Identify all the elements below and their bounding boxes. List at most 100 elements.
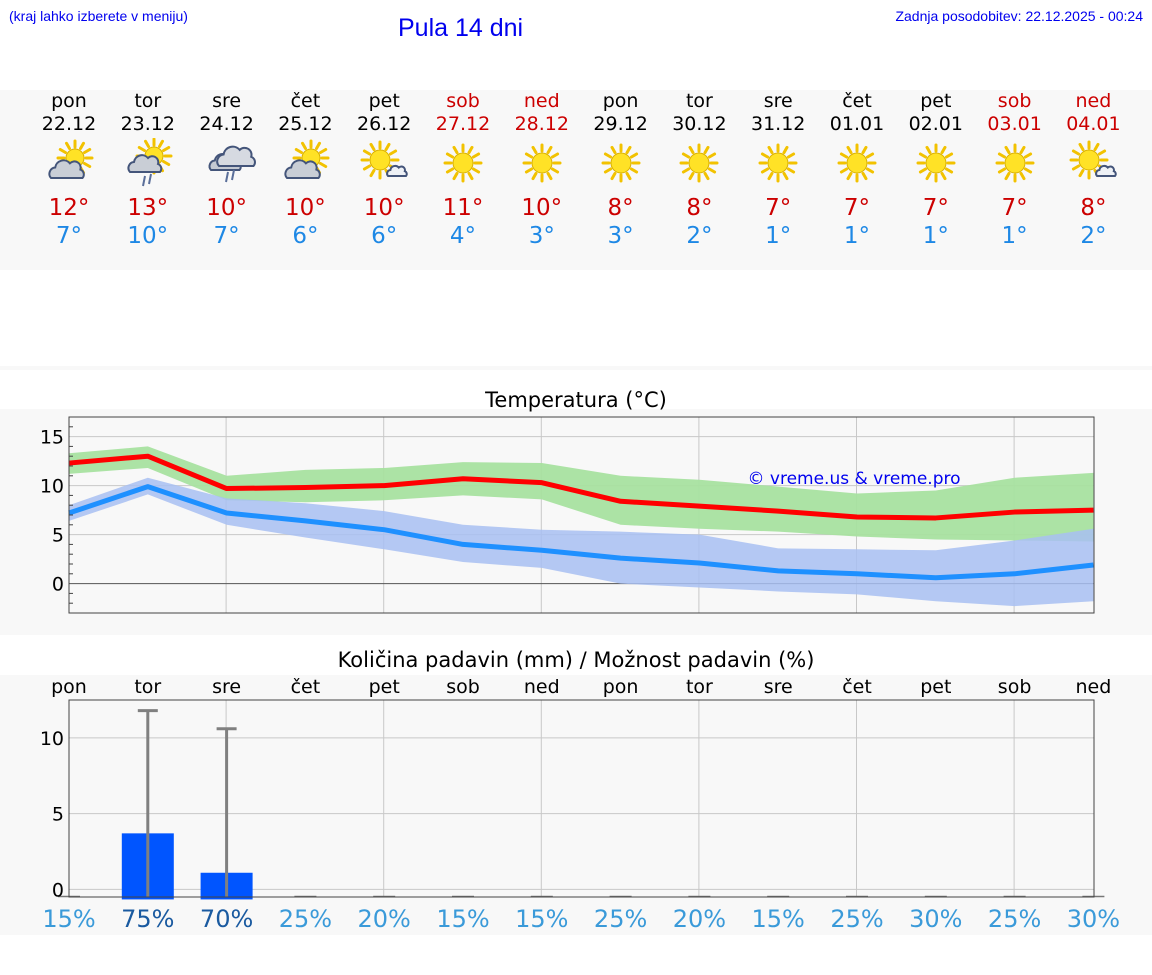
- day-label: ned: [524, 676, 560, 698]
- day-label: sob: [446, 676, 480, 698]
- weather-icon: [916, 143, 956, 183]
- temp-min: 1°: [1001, 223, 1028, 249]
- day-name: sre: [212, 90, 242, 112]
- cloud-icon: [1095, 164, 1118, 177]
- day-name: čet: [290, 90, 321, 112]
- sun-icon: [679, 143, 719, 183]
- day-name: sre: [763, 90, 793, 112]
- y-tick-label: 5: [52, 804, 64, 826]
- weather-icon: [601, 143, 641, 183]
- temp-max: 7°: [922, 195, 949, 221]
- temp-max: 7°: [1001, 195, 1028, 221]
- weather-icon: [995, 143, 1035, 183]
- precip-probability: 15%: [436, 905, 489, 933]
- temp-min: 1°: [922, 223, 949, 249]
- day-date: 30.12: [672, 113, 727, 135]
- temp-max: 8°: [607, 195, 634, 221]
- day-name: pet: [368, 90, 400, 112]
- day-date: 23.12: [120, 113, 175, 135]
- day-label: čet: [291, 676, 321, 698]
- day-name: pet: [920, 90, 952, 112]
- temp-min: 7°: [55, 223, 83, 249]
- temp-min: 2°: [686, 223, 713, 249]
- weather-icon: [679, 143, 719, 183]
- day-label: pet: [920, 676, 951, 698]
- day-name: tor: [685, 90, 713, 112]
- day-label: sre: [212, 676, 241, 698]
- day-name: tor: [134, 90, 162, 112]
- temp-min: 1°: [843, 223, 871, 249]
- temp-max: 7°: [843, 195, 871, 221]
- precipitation-chart: pon tor sre čet pet sob ned pon tor sre čet pet sob n…: [40, 676, 1120, 933]
- day-column: čet 01.01 7° 1°: [817, 90, 897, 250]
- y-tick-label: 15: [40, 427, 64, 449]
- temp-max: 12°: [48, 195, 90, 221]
- day-label: čet: [842, 676, 872, 698]
- rain-icon: [141, 173, 152, 187]
- day-column: pon 22.12 12° 7°: [29, 90, 109, 250]
- temp-max: 10°: [363, 195, 405, 221]
- sun-icon: [916, 143, 956, 183]
- precip-chart-title: Količina padavin (mm) / Možnost padavin …: [337, 648, 815, 672]
- weather-icon: [443, 143, 483, 183]
- day-column: pon 29.12 8° 3°: [581, 90, 661, 250]
- temp-min: 3°: [607, 223, 634, 249]
- cloud-icon: [284, 159, 322, 179]
- temp-max: 13°: [127, 195, 169, 221]
- temp-max: 8°: [1080, 195, 1107, 221]
- day-label: tor: [686, 676, 713, 698]
- temp-min: 2°: [1080, 223, 1107, 249]
- day-column: pet 26.12 10° 6°: [344, 90, 424, 250]
- forecast-band: [0, 90, 1152, 270]
- day-column: čet 25.12 10° 6°: [265, 90, 345, 250]
- day-column: tor 23.12 13° 10°: [108, 90, 188, 250]
- last-updated: Zadnja posodobitev: 22.12.2025 - 00:24: [895, 8, 1143, 24]
- forecast-strip: pon 22.12 12° 7° tor 23.12 13° 10° sre 24.12 10° 7°…: [0, 90, 1152, 270]
- page-title: Pula 14 dni: [398, 14, 524, 42]
- temp-max: 8°: [686, 195, 713, 221]
- y-tick-label: 5: [52, 525, 64, 547]
- weather-icon: [127, 138, 173, 187]
- day-date: 28.12: [514, 113, 569, 135]
- day-date: 04.01: [1066, 113, 1121, 135]
- sun-icon: [522, 143, 562, 183]
- temp-min: 3°: [528, 223, 555, 249]
- rain-icon: [224, 169, 235, 183]
- sun-icon: [758, 143, 798, 183]
- weather-icon: [758, 143, 798, 183]
- temp-max: 7°: [765, 195, 792, 221]
- plot-frame: [68, 699, 1095, 898]
- precip-probability: 25%: [988, 905, 1041, 933]
- weather-icon: [522, 143, 562, 183]
- y-tick-label: 10: [40, 476, 64, 498]
- day-column: sre 31.12 7° 1°: [738, 90, 818, 250]
- cloud-icon: [215, 145, 256, 167]
- cloud-icon: [127, 154, 163, 173]
- temperature-chart-title: Temperatura (°C): [485, 388, 667, 412]
- temp-max: 11°: [442, 195, 484, 221]
- weather-icon: [208, 145, 256, 183]
- day-name: ned: [1075, 90, 1112, 112]
- day-date: 02.01: [908, 113, 963, 135]
- max-temp-line: [68, 453, 1094, 521]
- y-tick-label: 0: [52, 574, 64, 596]
- day-column: tor 30.12 8° 2°: [659, 90, 739, 250]
- day-date: 25.12: [278, 113, 333, 135]
- precip-probability: 30%: [909, 905, 962, 933]
- weather-icon: [1069, 140, 1118, 180]
- precip-probability: 25%: [594, 905, 647, 933]
- temp-max: 10°: [206, 195, 247, 221]
- temp-max: 10°: [521, 195, 563, 221]
- day-column: sre 24.12 10° 7°: [187, 90, 267, 250]
- temperature-chart: 0 5 10 15 © vreme.us & vreme.pro: [40, 416, 1095, 614]
- day-name: sob: [446, 90, 480, 112]
- day-label: pon: [51, 676, 87, 698]
- precip-probability: 25%: [830, 905, 883, 933]
- day-date: 27.12: [435, 113, 491, 135]
- watermark: © vreme.us & vreme.pro: [747, 469, 960, 489]
- precip-probability: 75%: [121, 905, 174, 933]
- day-date: 26.12: [356, 113, 412, 135]
- temp-max: 10°: [285, 195, 326, 221]
- day-date: 31.12: [750, 113, 806, 135]
- separator: [0, 366, 1152, 370]
